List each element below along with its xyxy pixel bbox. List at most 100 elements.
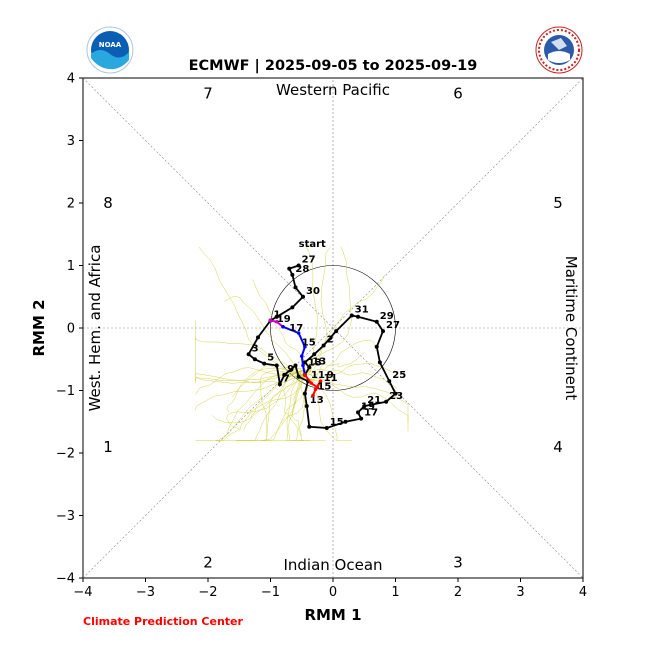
observed-point	[324, 426, 329, 430]
observed-day-label: 27	[302, 255, 316, 266]
ensemble-member-line	[215, 373, 305, 441]
ensemble-member-line	[259, 367, 304, 441]
observed-point	[343, 419, 348, 424]
y-axis-label: RMM 2	[30, 299, 48, 356]
observed-point	[252, 357, 257, 362]
x-tick-label: −1	[261, 585, 280, 600]
observed-day-label: 28	[295, 264, 309, 275]
y-tick-label: 1	[67, 259, 75, 274]
phase-number: 7	[203, 85, 213, 103]
observed-day-label: 23	[389, 391, 403, 402]
observed-day-label: 13	[310, 395, 324, 406]
observed-day-label: 11	[311, 370, 325, 381]
ensemble-member-line	[283, 374, 303, 437]
ensemble-member-line	[306, 377, 409, 432]
forecast-point	[301, 363, 305, 368]
observed-day-label: 27	[386, 320, 400, 331]
observed-point	[312, 352, 317, 357]
region-label-left: West. Hem. and Africa	[86, 245, 104, 412]
forecast-point	[303, 373, 307, 377]
ensemble-member-line	[301, 246, 352, 372]
observed-day-label: 19	[361, 401, 375, 412]
ensemble-member-line	[304, 246, 318, 377]
observed-point	[356, 314, 360, 319]
noaa-logo: NOAA	[86, 26, 134, 78]
observed-point	[277, 382, 282, 387]
observed-point	[356, 410, 360, 415]
ensemble-member-line	[290, 375, 326, 441]
observed-point	[362, 404, 367, 409]
observed-day-label: 1	[274, 310, 281, 321]
observed-point	[302, 360, 307, 365]
x-tick-label: 2	[454, 585, 462, 600]
ensemble-member-line	[310, 339, 376, 382]
nws-logo	[535, 26, 583, 78]
observed-point	[307, 424, 312, 429]
forecast-day-label: 17	[289, 323, 303, 334]
ensemble-member-line	[195, 372, 302, 384]
observed-point	[287, 266, 292, 271]
forecast-day-label: 15	[317, 381, 331, 392]
ensemble-member-line	[198, 246, 310, 381]
phase-number: 6	[453, 85, 463, 103]
observed-day-label: 13	[312, 356, 326, 367]
ensemble-member-line	[305, 378, 409, 423]
observed-point	[262, 361, 267, 366]
ensemble-member-line	[215, 369, 311, 441]
observed-day-label: 3	[252, 343, 259, 354]
ensemble-member-line	[308, 351, 366, 376]
observed-day-label: 25	[392, 370, 406, 381]
observed-point	[256, 335, 260, 340]
observed-point	[304, 404, 309, 409]
observed-point	[246, 352, 251, 357]
x-tick-label: 3	[516, 585, 524, 600]
ensemble-member-line	[221, 370, 311, 441]
observed-point	[290, 272, 295, 277]
observed-day-label: 17	[364, 408, 378, 419]
observed-point	[301, 294, 305, 299]
forecast-point	[281, 324, 285, 329]
x-tick-label: 0	[329, 585, 337, 600]
forecast-point	[318, 379, 323, 383]
observed-point	[296, 374, 301, 379]
observed-point	[282, 372, 287, 377]
y-tick-label: 2	[67, 197, 75, 212]
forecast-point	[309, 381, 313, 385]
observed-point	[387, 379, 392, 384]
observed-point	[293, 285, 298, 290]
x-axis-label: RMM 1	[304, 606, 361, 624]
ensemble-member-line	[261, 369, 302, 441]
ensemble-member-line	[226, 376, 300, 430]
forecast-point	[299, 354, 304, 358]
forecast-point	[303, 344, 307, 349]
region-label-bottom: Indian Ocean	[283, 556, 382, 574]
x-tick-label: −4	[73, 585, 92, 600]
observed-point	[321, 343, 326, 348]
y-tick-label: −3	[56, 509, 75, 524]
phase-number: 3	[453, 553, 463, 571]
ensemble-member-line	[307, 274, 385, 375]
phase-number: 5	[553, 194, 563, 212]
region-label-right: Maritime Continent	[562, 256, 580, 401]
y-tick-label: 0	[67, 322, 75, 337]
start-label: start	[299, 239, 326, 250]
observed-day-label: 30	[306, 286, 320, 297]
observed-day-label: 15	[330, 417, 344, 428]
observed-day-label: 5	[267, 353, 274, 364]
ensemble-member-line	[195, 370, 309, 411]
region-label-top: Western Pacific	[276, 81, 390, 99]
observed-point	[381, 329, 385, 334]
observed-point	[393, 391, 398, 396]
unit-circle	[270, 265, 396, 391]
ensemble-member-line	[264, 371, 305, 441]
forecast-day-label: 11	[324, 373, 338, 384]
observed-day-label: 2	[327, 335, 334, 346]
observed-point	[307, 365, 312, 370]
x-tick-label: −3	[136, 585, 155, 600]
observed-point	[334, 329, 339, 334]
y-tick-label: −2	[56, 447, 75, 462]
forecast-point	[274, 319, 279, 324]
observed-point	[377, 360, 382, 365]
